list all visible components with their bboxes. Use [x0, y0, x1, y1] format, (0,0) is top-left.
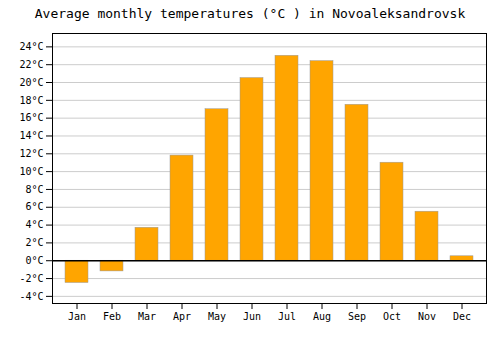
svg-text:Jan: Jan — [68, 311, 86, 322]
svg-text:Dec: Dec — [453, 311, 471, 322]
svg-text:10°C: 10°C — [19, 166, 43, 177]
svg-text:Oct: Oct — [383, 311, 401, 322]
svg-text:0°C: 0°C — [25, 255, 43, 266]
svg-text:-2°C: -2°C — [19, 273, 43, 284]
svg-text:14°C: 14°C — [19, 130, 43, 141]
svg-text:8°C: 8°C — [25, 184, 43, 195]
svg-text:12°C: 12°C — [19, 148, 43, 159]
svg-text:Mar: Mar — [138, 311, 156, 322]
svg-text:Feb: Feb — [103, 311, 121, 322]
svg-text:Apr: Apr — [173, 311, 191, 322]
svg-text:6°C: 6°C — [25, 201, 43, 212]
svg-text:20°C: 20°C — [19, 77, 43, 88]
svg-text:Aug: Aug — [313, 311, 331, 322]
html-text:Average monthly temperatures (: Average monthly temperatures (°C ) in No… — [34, 6, 466, 21]
svg-text:18°C: 18°C — [19, 95, 43, 106]
svg-text:May: May — [208, 311, 226, 322]
svg-text:2°C: 2°C — [25, 237, 43, 248]
svg-text:4°C: 4°C — [25, 219, 43, 230]
svg-text:Jun: Jun — [243, 311, 261, 322]
svg-text:-4°C: -4°C — [19, 291, 43, 302]
svg-text:16°C: 16°C — [19, 112, 43, 123]
svg-text:Sep: Sep — [348, 311, 366, 322]
svg-text:24°C: 24°C — [19, 41, 43, 52]
svg-text:22°C: 22°C — [19, 59, 43, 70]
svg-text:Jul: Jul — [278, 311, 296, 322]
svg-text:Nov: Nov — [418, 311, 436, 322]
